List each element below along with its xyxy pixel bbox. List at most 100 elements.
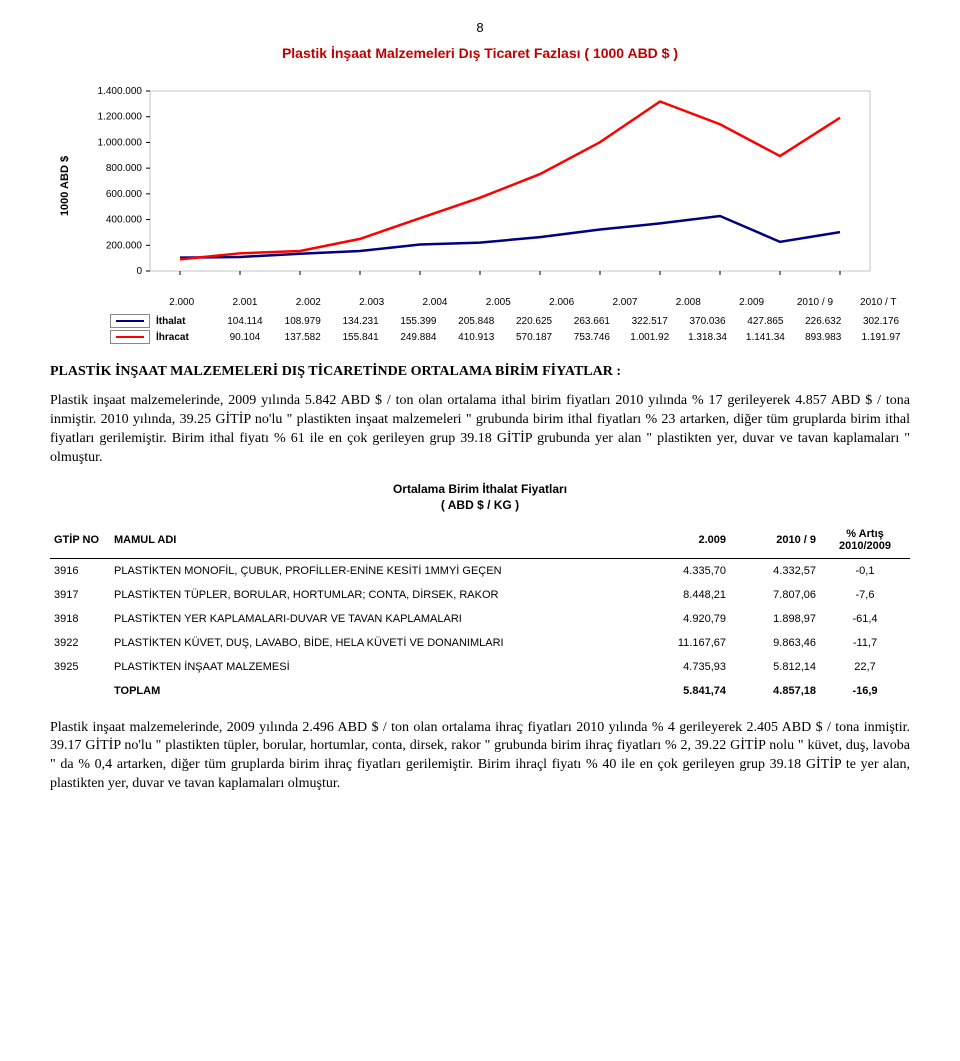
table-subtitle: ( ABD $ / KG ) (50, 498, 910, 512)
cell-pct: 22,7 (820, 655, 910, 679)
legend-line-icon (116, 336, 144, 338)
x-category: 2010 / 9 (783, 297, 846, 308)
cell-pct: -7,6 (820, 583, 910, 607)
cell-2010: 5.812,14 (730, 655, 820, 679)
legend-swatch (110, 330, 150, 344)
table-row: 3925PLASTİKTEN İNŞAAT MALZEMESİ4.735,935… (50, 655, 910, 679)
legend-value: 370.036 (679, 316, 737, 327)
x-category: 2.007 (593, 297, 656, 308)
cell-gtip (50, 679, 110, 703)
cell-pct: -0,1 (820, 558, 910, 583)
x-category: 2.001 (213, 297, 276, 308)
chart-svg: 0 200.000 400.000 600.000 800.000 1.000.000 1.… (80, 81, 880, 291)
chart-legend: İthalat104.114108.979134.231155.399205.8… (50, 314, 910, 344)
legend-label: İthalat (156, 316, 216, 327)
legend-value: 1.001.92 (621, 332, 679, 343)
cell-name: PLASTİKTEN MONOFİL, ÇUBUK, PROFİLLER-ENİ… (110, 558, 640, 583)
table-row: 3918PLASTİKTEN YER KAPLAMALARI-DUVAR VE … (50, 607, 910, 631)
svg-text:800.000: 800.000 (106, 163, 143, 174)
cell-pct: -16,9 (820, 679, 910, 703)
section-heading: PLASTİK İNŞAAT MALZEMELERİ DIŞ TİCARETİN… (50, 364, 910, 380)
cell-gtip: 3918 (50, 607, 110, 631)
x-axis-categories: 2.0002.0012.0022.0032.0042.0052.0062.007… (150, 297, 910, 308)
y-axis-label-wrap: 1000 ABD $ (50, 81, 80, 291)
legend-value: 410.913 (447, 332, 505, 343)
table-body: 3916PLASTİKTEN MONOFİL, ÇUBUK, PROFİLLER… (50, 558, 910, 703)
svg-text:1.000.000: 1.000.000 (98, 137, 143, 148)
legend-value: 220.625 (505, 316, 563, 327)
legend-value: 427.865 (736, 316, 794, 327)
y-axis-label: 1000 ABD $ (59, 156, 71, 216)
legend-swatch (110, 314, 150, 328)
cell-2010: 4.332,57 (730, 558, 820, 583)
cell-gtip: 3925 (50, 655, 110, 679)
legend-value: 226.632 (794, 316, 852, 327)
legend-value: 322.517 (621, 316, 679, 327)
cell-pct: -11,7 (820, 631, 910, 655)
legend-value: 155.841 (332, 332, 390, 343)
chart-container: 1000 ABD $ 0 200.000 400.000 600.000 800.000… (50, 81, 910, 291)
cell-2009: 11.167,67 (640, 631, 730, 655)
x-category: 2.006 (530, 297, 593, 308)
cell-2010: 1.898,97 (730, 607, 820, 631)
legend-value: 104.114 (216, 316, 274, 327)
table-row: 3917PLASTİKTEN TÜPLER, BORULAR, HORTUMLA… (50, 583, 910, 607)
cell-2010: 4.857,18 (730, 679, 820, 703)
cell-gtip: 3917 (50, 583, 110, 607)
legend-value: 570.187 (505, 332, 563, 343)
cell-name: PLASTİKTEN KÜVET, DUŞ, LAVABO, BİDE, HEL… (110, 631, 640, 655)
legend-value: 1.191.97 (852, 332, 910, 343)
paragraph-1: Plastik inşaat malzemelerinde, 2009 yılı… (50, 392, 910, 468)
x-category: 2.005 (467, 297, 530, 308)
svg-text:400.000: 400.000 (106, 215, 143, 226)
legend-value: 302.176 (852, 316, 910, 327)
x-category: 2.008 (657, 297, 720, 308)
x-category: 2.000 (150, 297, 213, 308)
legend-values: 90.104137.582155.841249.884410.913570.18… (216, 332, 910, 343)
page-number: 8 (50, 20, 910, 35)
svg-text:600.000: 600.000 (106, 189, 143, 200)
legend-label: İhracat (156, 332, 216, 343)
cell-2009: 5.841,74 (640, 679, 730, 703)
legend-value: 263.661 (563, 316, 621, 327)
table-title: Ortalama Birim İthalat Fiyatları (50, 482, 910, 496)
paragraph-2: Plastik inşaat malzemelerinde, 2009 yılı… (50, 719, 910, 795)
legend-row: İhracat90.104137.582155.841249.884410.91… (110, 330, 910, 344)
x-category: 2.004 (403, 297, 466, 308)
svg-text:200.000: 200.000 (106, 240, 143, 251)
cell-gtip: 3916 (50, 558, 110, 583)
legend-value: 137.582 (274, 332, 332, 343)
legend-value: 134.231 (332, 316, 390, 327)
cell-2009: 4.735,93 (640, 655, 730, 679)
legend-line-icon (116, 320, 144, 322)
legend-row: İthalat104.114108.979134.231155.399205.8… (110, 314, 910, 328)
th-pct: % Artış 2010/2009 (820, 522, 910, 559)
table-total-row: TOPLAM5.841,744.857,18-16,9 (50, 679, 910, 703)
legend-value: 108.979 (274, 316, 332, 327)
table-row: 3916PLASTİKTEN MONOFİL, ÇUBUK, PROFİLLER… (50, 558, 910, 583)
cell-name: PLASTİKTEN İNŞAAT MALZEMESİ (110, 655, 640, 679)
legend-value: 1.141.34 (736, 332, 794, 343)
cell-name: TOPLAM (110, 679, 640, 703)
th-gtip: GTİP NO (50, 522, 110, 559)
cell-name: PLASTİKTEN TÜPLER, BORULAR, HORTUMLAR; C… (110, 583, 640, 607)
th-2010: 2010 / 9 (730, 522, 820, 559)
legend-value: 893.983 (794, 332, 852, 343)
cell-2009: 4.920,79 (640, 607, 730, 631)
legend-values: 104.114108.979134.231155.399205.848220.6… (216, 316, 910, 327)
cell-name: PLASTİKTEN YER KAPLAMALARI-DUVAR VE TAVA… (110, 607, 640, 631)
x-category: 2010 / T (847, 297, 910, 308)
x-category: 2.003 (340, 297, 403, 308)
legend-value: 155.399 (389, 316, 447, 327)
cell-2009: 4.335,70 (640, 558, 730, 583)
svg-text:0: 0 (136, 266, 142, 277)
th-name: MAMUL ADI (110, 522, 640, 559)
cell-2010: 7.807,06 (730, 583, 820, 607)
table-row: 3922PLASTİKTEN KÜVET, DUŞ, LAVABO, BİDE,… (50, 631, 910, 655)
chart-plot: 0 200.000 400.000 600.000 800.000 1.000.000 1.… (80, 81, 910, 291)
th-2009: 2.009 (640, 522, 730, 559)
svg-text:1.200.000: 1.200.000 (98, 112, 143, 123)
svg-text:1.400.000: 1.400.000 (98, 86, 143, 97)
cell-pct: -61,4 (820, 607, 910, 631)
cell-gtip: 3922 (50, 631, 110, 655)
